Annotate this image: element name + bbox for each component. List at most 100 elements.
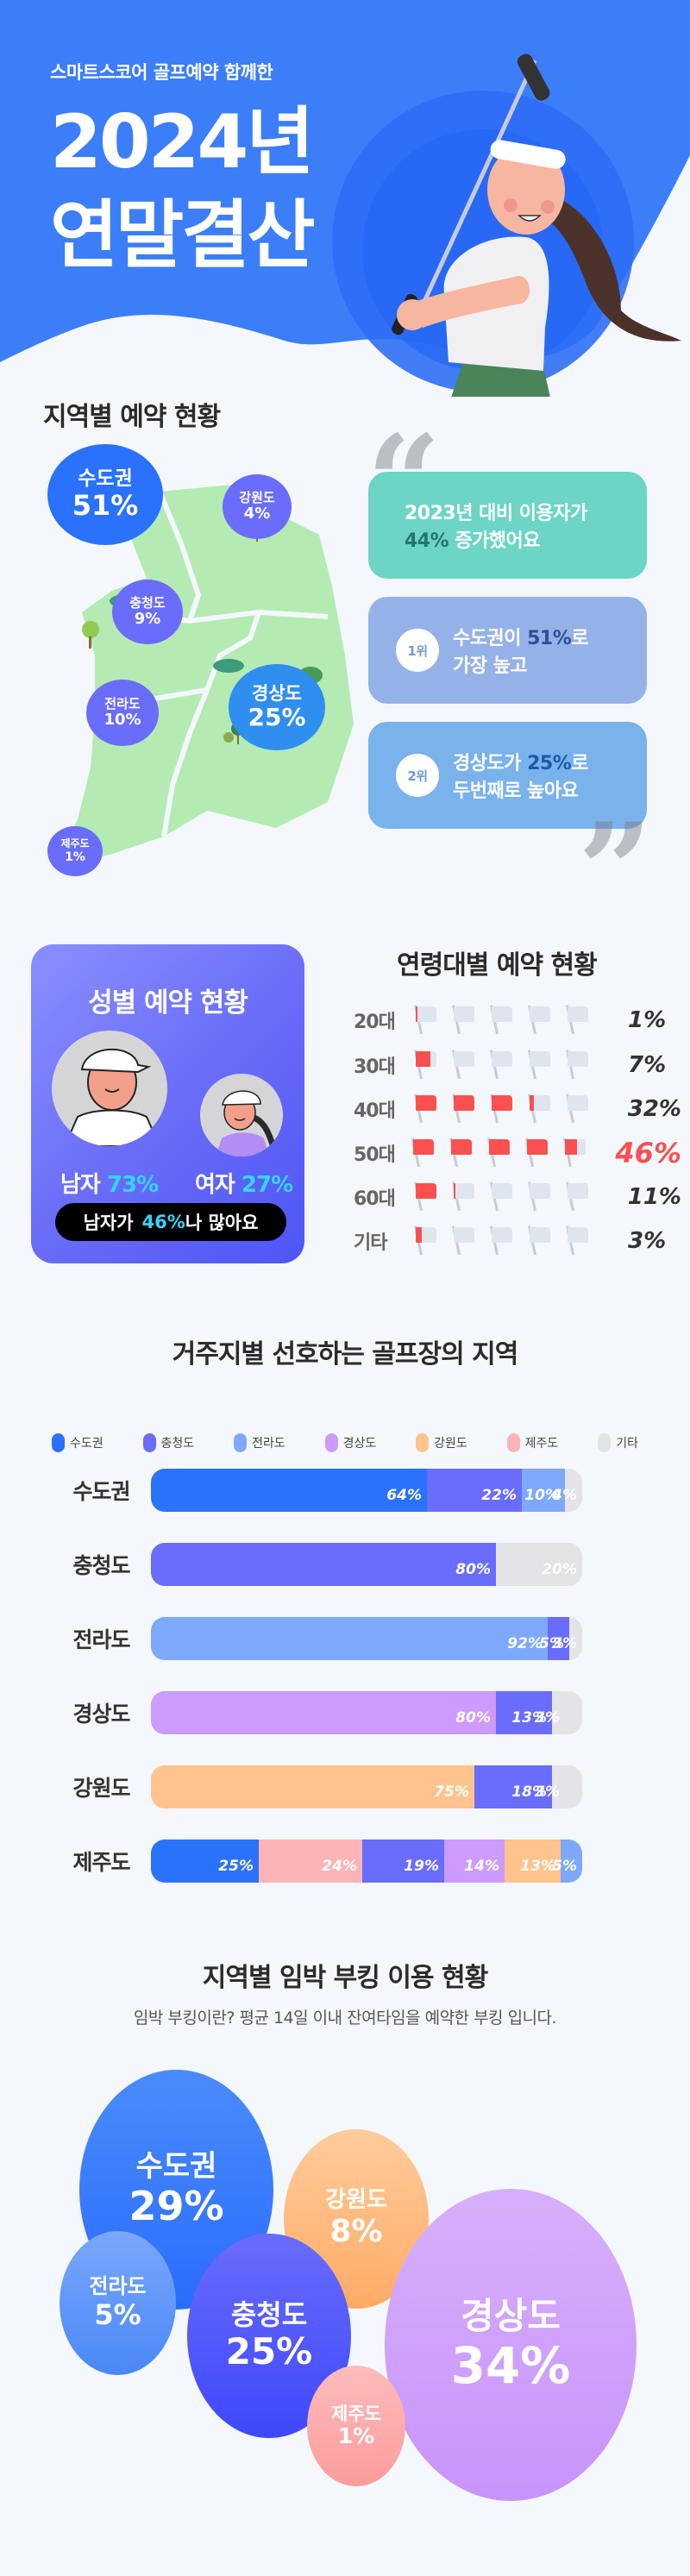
map-bubble-gyeongsang: 경상도 25% <box>229 664 325 750</box>
bar-segment: 75% <box>151 1765 474 1808</box>
bubble-name: 수도권 <box>135 2149 217 2184</box>
flag-group <box>414 1225 612 1256</box>
flag-icon <box>448 1138 472 1168</box>
flag-icon <box>451 1094 474 1124</box>
legend-swatch-icon <box>324 1433 338 1452</box>
rank1-line2: 가장 높고 <box>453 655 528 677</box>
legend-swatch-icon <box>234 1433 248 1452</box>
flag-group <box>413 1094 612 1124</box>
age-row: 60대 11% <box>354 1180 681 1214</box>
flag-icon <box>566 1225 588 1256</box>
age-label: 30대 <box>354 1056 396 1078</box>
hero-title-main: 연말결산 <box>50 192 315 279</box>
legend-swatch-icon <box>416 1433 430 1452</box>
bubble-name: 강원도 <box>325 2187 387 2214</box>
note-prefix: 남자가 <box>83 1213 134 1233</box>
age-label: 60대 <box>354 1188 396 1210</box>
gender-card: 성별 예약 현황 남자 73% 여자 27% 남자가 46% 나 많아요 <box>31 944 304 1263</box>
flag-icon <box>565 1181 588 1212</box>
stacked-bar: 64% 22% 10% 4% <box>151 1469 582 1512</box>
bar-segment: 24% <box>259 1840 362 1883</box>
bar-segment: 3% <box>552 1617 582 1660</box>
region-name: 전라도 <box>104 695 141 711</box>
hero-banner: 스마트스코어 골프예약 함께한 2024년 연말결산 <box>0 0 690 397</box>
legend-label: 전라도 <box>252 1437 285 1451</box>
flag-icon <box>490 1050 512 1080</box>
age-pct: 11% <box>627 1184 681 1210</box>
map-bubble-jeolla: 전라도 10% <box>86 680 159 746</box>
flag-icon <box>452 1225 474 1256</box>
age-pct: 1% <box>628 1007 667 1033</box>
stacked-bar: 80%13%3% <box>151 1691 582 1734</box>
legend-item: 제주도 <box>506 1433 559 1452</box>
bubble-pct: 8% <box>329 2214 383 2250</box>
bar-segment: 18% <box>474 1765 552 1808</box>
bubble-pct: 29% <box>129 2183 224 2230</box>
rank1-badge: 1위 <box>396 629 439 672</box>
flag-icon <box>528 1050 550 1080</box>
legend-label: 제주도 <box>524 1437 559 1451</box>
region-name: 수도권 <box>78 467 133 490</box>
legend-item: 강원도 <box>416 1433 467 1452</box>
age-pct: 32% <box>627 1096 681 1122</box>
bar-label: 경상도 <box>72 1702 130 1727</box>
age-row: 기타 3% <box>354 1224 681 1258</box>
age-title: 연령대별 예약 현황 <box>397 950 598 981</box>
female-golfer-icon <box>216 1090 277 1156</box>
booking-title: 지역별 임박 부킹 이용 현황 <box>202 1963 488 1993</box>
legend-label: 수도권 <box>70 1437 104 1451</box>
bar-segment: 13% <box>496 1691 552 1734</box>
flag-icon <box>414 1005 436 1035</box>
flag-icon <box>489 1181 512 1212</box>
bar-segment: 80% <box>151 1543 496 1586</box>
age-pct: 46% <box>615 1137 681 1169</box>
region-pct: 10% <box>104 710 141 729</box>
age-label: 50대 <box>354 1144 396 1166</box>
female-avatar <box>200 1074 283 1156</box>
flag-icon <box>524 1138 548 1168</box>
hero-background <box>0 0 690 397</box>
region-pct: 4% <box>243 504 271 523</box>
rank2-line2: 두번째로 높아요 <box>453 780 579 802</box>
gender-note-bubble: 남자가 46% 나 많아요 <box>55 1203 286 1241</box>
legend-label: 충청도 <box>160 1437 195 1451</box>
flag-icon <box>490 1005 512 1035</box>
hero-title-year: 2024년 <box>50 99 314 185</box>
bar-segment: 19% <box>362 1840 444 1883</box>
region-name: 경상도 <box>252 682 302 704</box>
flag-icon <box>527 1094 550 1124</box>
stacked-bar: 75%18%3% <box>151 1765 582 1808</box>
map-bubble-jeju: 제주도 1% <box>47 826 103 876</box>
bar-segment: 5% <box>552 1840 582 1883</box>
rank1-suffix: 로 <box>571 628 589 649</box>
rank2-pct: 25% <box>527 753 572 774</box>
flag-group <box>414 1005 612 1035</box>
bar-row: 제주도 25% 24% 19% 14% 13% 5% <box>52 1839 638 1883</box>
flag-icon <box>413 1094 436 1124</box>
preference-legend: 수도권 충청도 전라도 경상도 강원도 제주도 기타 <box>52 1433 638 1452</box>
age-row: 20대 1% <box>354 1003 681 1037</box>
bar-row: 전라도 92%5%3% <box>52 1616 638 1661</box>
bar-label: 전라도 <box>72 1627 130 1652</box>
bar-row: 강원도 75%18%3% <box>52 1764 638 1809</box>
rank1-pct: 51% <box>527 628 572 649</box>
male-pct: 73% <box>106 1172 159 1198</box>
bubble-pct: 1% <box>337 2422 375 2448</box>
bubble-name: 충청도 <box>230 2297 308 2331</box>
male-stat: 남자 73% <box>60 1167 159 1199</box>
flag-icon <box>414 1225 436 1256</box>
flag-icon <box>411 1138 434 1168</box>
legend-item: 수도권 <box>52 1433 104 1452</box>
bar-segment: 80% <box>151 1691 496 1734</box>
close-quote-icon: ” <box>578 795 653 947</box>
bar-segment: 3% <box>535 1691 565 1734</box>
stacked-bar: 92%5%3% <box>151 1617 582 1660</box>
region-pct: 9% <box>134 609 161 628</box>
rank2-badge: 2위 <box>396 754 439 797</box>
flag-icon <box>565 1094 588 1124</box>
flag-group <box>414 1050 612 1080</box>
booking-bubble-jeolla: 전라도 5% <box>60 2231 176 2375</box>
bar-row: 충청도 80% 20% <box>52 1542 638 1587</box>
bar-segment: 4% <box>552 1469 582 1512</box>
map-bubble-sudogwon: 수도권 51% <box>47 444 163 545</box>
